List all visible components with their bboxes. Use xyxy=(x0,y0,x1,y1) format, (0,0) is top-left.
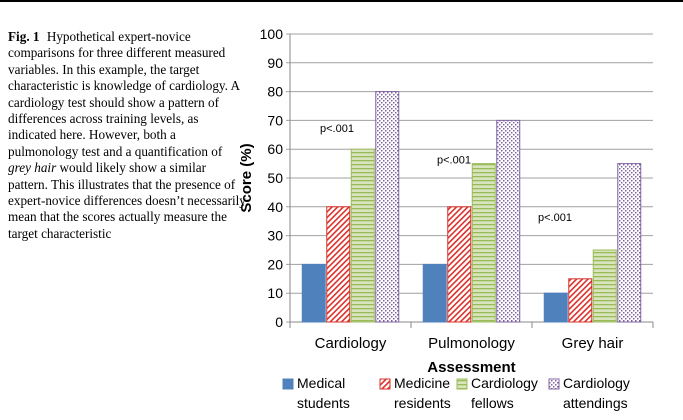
legend-swatch xyxy=(282,378,294,390)
bar xyxy=(326,206,351,323)
legend-swatch xyxy=(379,378,391,390)
bar xyxy=(617,163,642,323)
bar xyxy=(375,91,400,323)
x-tick-label: Cardiology xyxy=(315,335,387,352)
bar xyxy=(447,206,472,323)
axes xyxy=(289,34,654,328)
y-tick-label: 70 xyxy=(267,112,283,128)
legend-label: Medicine xyxy=(394,375,450,391)
figure-caption: Fig. 1 Hypothetical expert-novice compar… xyxy=(8,29,246,242)
caption-italic: grey hair xyxy=(8,160,57,176)
legend: Medical students Medicine residents Cardiolo… xyxy=(282,375,630,411)
y-tick-label: 30 xyxy=(267,228,283,244)
x-tick-label: Pulmonology xyxy=(428,335,515,352)
legend-label: Cardiology xyxy=(563,375,630,391)
y-tick-label: 20 xyxy=(267,256,283,272)
bar xyxy=(543,292,568,323)
axis-labels: 0 10 20 30 40 50 60 70 80 90 100 Cardiology Pulmonol… xyxy=(238,26,623,376)
y-tick-label: 50 xyxy=(267,170,283,186)
bar xyxy=(496,119,521,323)
legend-label: Medical xyxy=(297,375,345,391)
bar-chart: 0 10 20 30 40 50 60 70 80 90 100 Cardiology Pulmonol… xyxy=(238,26,654,411)
legend-swatch xyxy=(548,378,560,390)
bar xyxy=(350,148,375,323)
x-tick-label: Grey hair xyxy=(562,335,624,352)
legend-label: Cardiology xyxy=(471,375,538,391)
bar xyxy=(592,249,617,323)
bar xyxy=(568,278,593,323)
top-rule xyxy=(0,0,683,2)
x-axis-title: Assessment xyxy=(427,359,515,376)
y-tick-label: 60 xyxy=(267,141,283,157)
legend-label: attendings xyxy=(563,395,628,411)
p-value-annotation: p<.001 xyxy=(320,123,354,135)
figure-label: Fig. 1 xyxy=(8,29,40,44)
legend-swatch xyxy=(456,378,468,390)
y-tick-label: 100 xyxy=(260,26,284,42)
y-tick-label: 90 xyxy=(267,55,283,71)
legend-label: students xyxy=(297,395,350,411)
legend-label: residents xyxy=(394,395,451,411)
caption-text: Hypothetical expert-novice comparisons f… xyxy=(8,29,240,159)
legend-label: fellows xyxy=(471,395,514,411)
caption-text-end: would likely show a similar pattern. Thi… xyxy=(8,160,246,241)
y-axis-title: Score (%) xyxy=(238,143,255,212)
p-value-annotation: p<.001 xyxy=(538,212,572,224)
y-tick-label: 0 xyxy=(275,314,283,330)
bar xyxy=(471,163,496,323)
y-tick-label: 80 xyxy=(267,84,283,100)
bar xyxy=(422,263,447,323)
p-value-annotation: p<.001 xyxy=(437,155,471,167)
bars xyxy=(301,91,642,323)
bar xyxy=(301,263,326,323)
y-tick-label: 10 xyxy=(267,285,283,301)
y-tick-label: 40 xyxy=(267,199,283,215)
